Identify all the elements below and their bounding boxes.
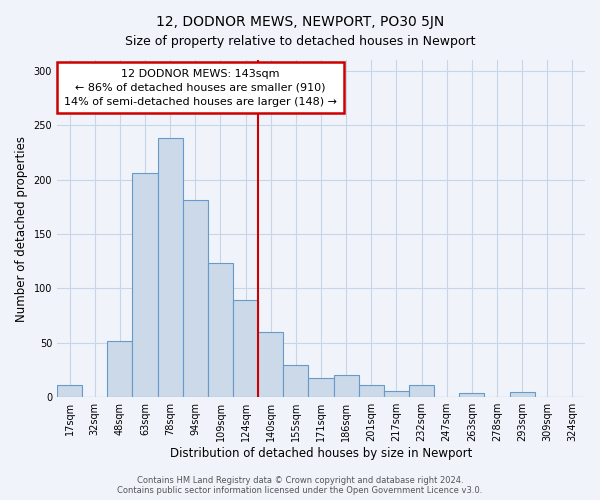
- Bar: [183, 200, 208, 397]
- Text: Size of property relative to detached houses in Newport: Size of property relative to detached ho…: [125, 35, 475, 48]
- X-axis label: Distribution of detached houses by size in Newport: Distribution of detached houses by size …: [170, 447, 472, 460]
- Bar: [258, 332, 283, 397]
- Bar: [283, 364, 308, 397]
- Text: 12 DODNOR MEWS: 143sqm
← 86% of detached houses are smaller (910)
14% of semi-de: 12 DODNOR MEWS: 143sqm ← 86% of detached…: [64, 68, 337, 106]
- Y-axis label: Number of detached properties: Number of detached properties: [15, 136, 28, 322]
- Bar: [57, 385, 82, 397]
- Bar: [208, 264, 233, 397]
- Text: 12, DODNOR MEWS, NEWPORT, PO30 5JN: 12, DODNOR MEWS, NEWPORT, PO30 5JN: [156, 15, 444, 29]
- Bar: [158, 138, 183, 397]
- Bar: [359, 385, 384, 397]
- Bar: [334, 376, 359, 397]
- Bar: [133, 173, 158, 397]
- Bar: [308, 378, 334, 397]
- Bar: [459, 393, 484, 397]
- Text: Contains HM Land Registry data © Crown copyright and database right 2024.
Contai: Contains HM Land Registry data © Crown c…: [118, 476, 482, 495]
- Bar: [509, 392, 535, 397]
- Bar: [233, 300, 258, 397]
- Bar: [384, 390, 409, 397]
- Bar: [107, 340, 133, 397]
- Bar: [409, 385, 434, 397]
